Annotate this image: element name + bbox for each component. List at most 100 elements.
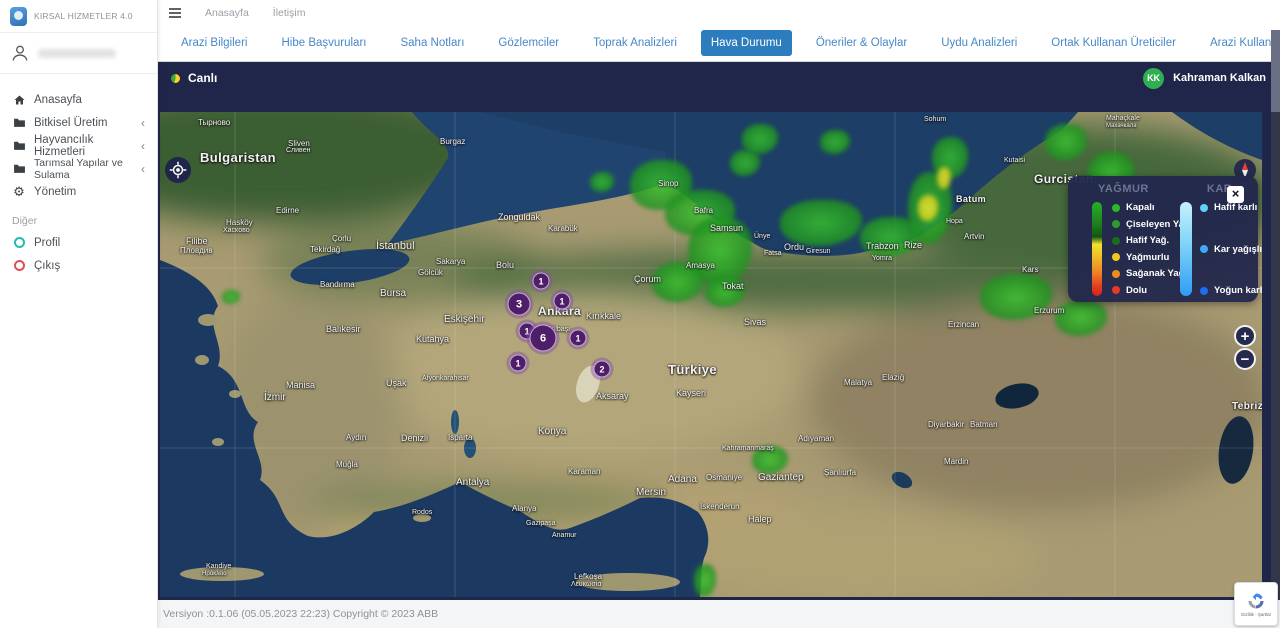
avatar[interactable]: KK: [1143, 67, 1165, 89]
user-name-redacted: [38, 48, 116, 58]
legend-dot-icon: [1112, 236, 1120, 245]
sidebar: KIRSAL HİZMETLER 4.0 Anasayfa Bitkisel Ü…: [0, 0, 158, 628]
tab-toprak-analizleri[interactable]: Toprak Analizleri: [593, 37, 677, 49]
legend-item: Yağmurlu: [1112, 252, 1192, 263]
folder-icon: [12, 163, 26, 175]
weather-legend: × YAĞMUR KAR Kapalı Çiseleyen Yağ. Hafif…: [1068, 176, 1262, 302]
tab-arazi-kullanim-sekileri[interactable]: Arazi Kullanım Şekileri: [1209, 37, 1280, 49]
version-text: Versiyon :0.1.06 (05.05.2023 22:23) Copy…: [163, 608, 439, 620]
cluster-marker[interactable]: 2: [593, 360, 611, 378]
sidebar-user: [0, 33, 157, 74]
sidebar-item-anasayfa[interactable]: Anasayfa: [0, 88, 157, 111]
cluster-marker[interactable]: 1: [532, 272, 550, 290]
sidebar-item-label: Bitkisel Üretim: [34, 116, 108, 129]
hamburger-menu-icon[interactable]: [169, 7, 181, 18]
legend-item: Hafif karlı: [1200, 202, 1262, 213]
chevron-left-icon: ‹: [141, 138, 145, 153]
tab-ortak-kullanan-ureticiler[interactable]: Ortak Kullanan Üreticiler: [1051, 37, 1176, 49]
legend-item: Yoğun karlı: [1200, 285, 1262, 296]
sidebar-item-label: Yönetim: [34, 185, 77, 198]
sidebar-section-label: Diğer: [12, 215, 38, 227]
sidebar-item-bitkisel-uretim[interactable]: Bitkisel Üretim ‹: [0, 111, 157, 134]
tab-hibe-basvurulari[interactable]: Hibe Başvuruları: [281, 37, 367, 49]
recaptcha-badge[interactable]: Gizlilik - Şartlar: [1234, 582, 1278, 626]
topbar-link-iletisim[interactable]: İletişim: [272, 6, 306, 19]
chevron-left-icon: ‹: [141, 115, 145, 130]
tab-hava-durumu[interactable]: Hava Durumu: [700, 30, 792, 56]
zoom-in-button[interactable]: +: [1234, 325, 1256, 347]
recaptcha-text: Gizlilik - Şartlar: [1240, 612, 1272, 617]
zoom-out-button[interactable]: −: [1234, 348, 1256, 370]
target-icon: [169, 161, 187, 179]
legend-item: Kar yağışlı: [1200, 244, 1262, 255]
tab-arazi-bilgileri[interactable]: Arazi Bilgileri: [181, 37, 248, 49]
cluster-marker[interactable]: 3: [507, 292, 531, 316]
cluster-marker[interactable]: 6: [529, 324, 557, 352]
sidebar-item-label: Hayvancılık Hizmetleri: [34, 133, 94, 158]
legend-dot-icon: [1200, 203, 1208, 212]
legend-dot-icon: [1112, 253, 1120, 262]
topbar-link-anasayfa[interactable]: Anasayfa: [205, 6, 249, 19]
sidebar-nav: Anasayfa Bitkisel Üretim ‹ Hayvancılık H…: [0, 74, 157, 277]
profile-circle-icon: [12, 237, 26, 249]
scrollbar[interactable]: [1271, 30, 1280, 600]
snow-gradient-bar: [1180, 202, 1192, 296]
sidebar-item-hayvancilik[interactable]: Hayvancılık Hizmetleri ‹: [0, 133, 157, 158]
sidebar-item-profil[interactable]: Profil: [0, 231, 157, 254]
locate-button[interactable]: [165, 157, 191, 183]
folder-icon: [12, 117, 26, 129]
sidebar-item-label: Tarımsal Yapılar ve Sulama: [34, 156, 123, 181]
chevron-left-icon: ‹: [141, 161, 145, 176]
tab-gozlemciler[interactable]: Gözlemciler: [498, 37, 560, 49]
weather-panel: Canlı KK Kahraman Kalkan: [157, 62, 1280, 600]
person-icon: [12, 45, 28, 61]
user-chip[interactable]: KK Kahraman Kalkan: [1143, 67, 1266, 89]
legend-item: Çiseleyen Yağ.: [1112, 219, 1192, 230]
legend-item: Dolu: [1112, 285, 1192, 296]
home-icon: [12, 94, 26, 106]
tab-bar: Arazi Bilgileri Hibe Başvuruları Saha No…: [157, 25, 1280, 62]
legend-item: Kapalı: [1112, 202, 1192, 213]
topbar: Anasayfa İletişim: [157, 0, 1280, 25]
live-status-bar: Canlı KK Kahraman Kalkan: [157, 62, 1280, 94]
legend-item: Sağanak Yağ.: [1112, 268, 1192, 279]
logout-circle-icon: [12, 260, 26, 272]
compass-icon[interactable]: [1234, 159, 1256, 181]
legend-rain-title: YAĞMUR: [1098, 183, 1149, 195]
compass-needle: [1242, 162, 1248, 178]
legend-dot-icon: [1112, 269, 1120, 278]
cluster-marker[interactable]: 1: [553, 292, 571, 310]
close-icon[interactable]: ×: [1227, 186, 1244, 203]
sidebar-item-yonetim[interactable]: ⚙ Yönetim: [0, 180, 157, 203]
sidebar-item-label: Profil: [34, 236, 61, 249]
legend-snow-title: KAR: [1206, 183, 1233, 195]
sidebar-item-tarimsal-yapilar[interactable]: Tarımsal Yapılar ve Sulama ‹: [0, 156, 157, 181]
legend-dot-icon: [1200, 286, 1208, 295]
tab-uydu-analizleri[interactable]: Uydu Analizleri: [941, 37, 1018, 49]
user-name: Kahraman Kalkan: [1173, 72, 1266, 84]
legend-dot-icon: [1112, 220, 1120, 229]
sidebar-item-label: Anasayfa: [34, 93, 82, 106]
rain-gradient-bar: [1092, 202, 1102, 296]
sidebar-item-cikis[interactable]: Çıkış: [0, 254, 157, 277]
scrollbar-thumb[interactable]: [1271, 30, 1280, 112]
gears-icon: ⚙: [13, 183, 25, 199]
legend-dot-icon: [1112, 203, 1120, 212]
cluster-marker[interactable]: 1: [509, 354, 527, 372]
legend-dot-icon: [1112, 286, 1120, 295]
folder-icon: [12, 140, 26, 152]
sidebar-item-label: Çıkış: [34, 259, 61, 272]
live-indicator-icon: [171, 73, 180, 83]
live-label: Canlı: [188, 71, 218, 85]
recaptcha-icon: [1248, 593, 1264, 609]
tab-oneriler-olaylar[interactable]: Öneriler & Olaylar: [815, 37, 908, 49]
cluster-marker[interactable]: 1: [569, 329, 587, 347]
tab-saha-notlari[interactable]: Saha Notları: [400, 37, 465, 49]
snow-legend-items: Hafif karlı Kar yağışlı Yoğun karlı: [1200, 202, 1262, 296]
app-logo[interactable]: KIRSAL HİZMETLER 4.0: [0, 0, 157, 33]
legend-item: Hafif Yağ.: [1112, 235, 1192, 246]
app-title: KIRSAL HİZMETLER 4.0: [34, 11, 133, 21]
rain-legend-items: Kapalı Çiseleyen Yağ. Hafif Yağ. Yağmurl…: [1112, 202, 1192, 296]
weather-map[interactable]: Тырново Sliven Сливен Burgaz Bulgaristan Fili…: [160, 112, 1262, 597]
